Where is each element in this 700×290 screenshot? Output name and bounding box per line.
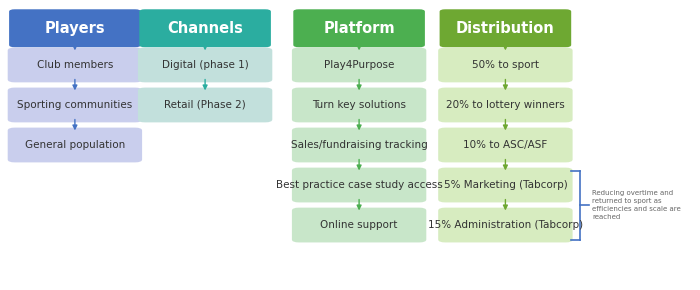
Text: Online support: Online support — [321, 220, 398, 230]
FancyBboxPatch shape — [293, 9, 425, 47]
Text: Players: Players — [45, 21, 105, 36]
FancyBboxPatch shape — [138, 88, 272, 122]
FancyBboxPatch shape — [292, 88, 426, 122]
Text: Club members: Club members — [36, 60, 113, 70]
FancyBboxPatch shape — [8, 48, 142, 82]
FancyBboxPatch shape — [438, 168, 573, 202]
FancyBboxPatch shape — [9, 9, 141, 47]
Text: 10% to ASC/ASF: 10% to ASC/ASF — [463, 140, 547, 150]
FancyBboxPatch shape — [438, 48, 573, 82]
Text: Digital (phase 1): Digital (phase 1) — [162, 60, 248, 70]
FancyBboxPatch shape — [139, 9, 271, 47]
FancyBboxPatch shape — [8, 88, 142, 122]
Text: Turn key solutions: Turn key solutions — [312, 100, 406, 110]
FancyBboxPatch shape — [438, 88, 573, 122]
FancyBboxPatch shape — [438, 128, 573, 162]
Text: 5% Marketing (Tabcorp): 5% Marketing (Tabcorp) — [444, 180, 567, 190]
Text: Platform: Platform — [323, 21, 395, 36]
FancyBboxPatch shape — [440, 9, 571, 47]
Text: Sales/fundraising tracking: Sales/fundraising tracking — [290, 140, 428, 150]
Text: General population: General population — [25, 140, 125, 150]
FancyBboxPatch shape — [292, 48, 426, 82]
Text: Reducing overtime and
returned to sport as
efficiencies and scale are
reached: Reducing overtime and returned to sport … — [592, 190, 681, 220]
FancyBboxPatch shape — [292, 128, 426, 162]
Text: 50% to sport: 50% to sport — [472, 60, 539, 70]
FancyBboxPatch shape — [292, 208, 426, 242]
Text: 15% Administration (Tabcorp): 15% Administration (Tabcorp) — [428, 220, 583, 230]
FancyBboxPatch shape — [138, 48, 272, 82]
Text: Channels: Channels — [167, 21, 243, 36]
Text: Play4Purpose: Play4Purpose — [324, 60, 394, 70]
FancyBboxPatch shape — [8, 128, 142, 162]
FancyBboxPatch shape — [292, 168, 426, 202]
Text: Distribution: Distribution — [456, 21, 555, 36]
Text: 20% to lottery winners: 20% to lottery winners — [446, 100, 565, 110]
FancyBboxPatch shape — [438, 208, 573, 242]
Text: Sporting communities: Sporting communities — [18, 100, 132, 110]
Text: Best practice case study access: Best practice case study access — [276, 180, 442, 190]
Text: Retail (Phase 2): Retail (Phase 2) — [164, 100, 246, 110]
